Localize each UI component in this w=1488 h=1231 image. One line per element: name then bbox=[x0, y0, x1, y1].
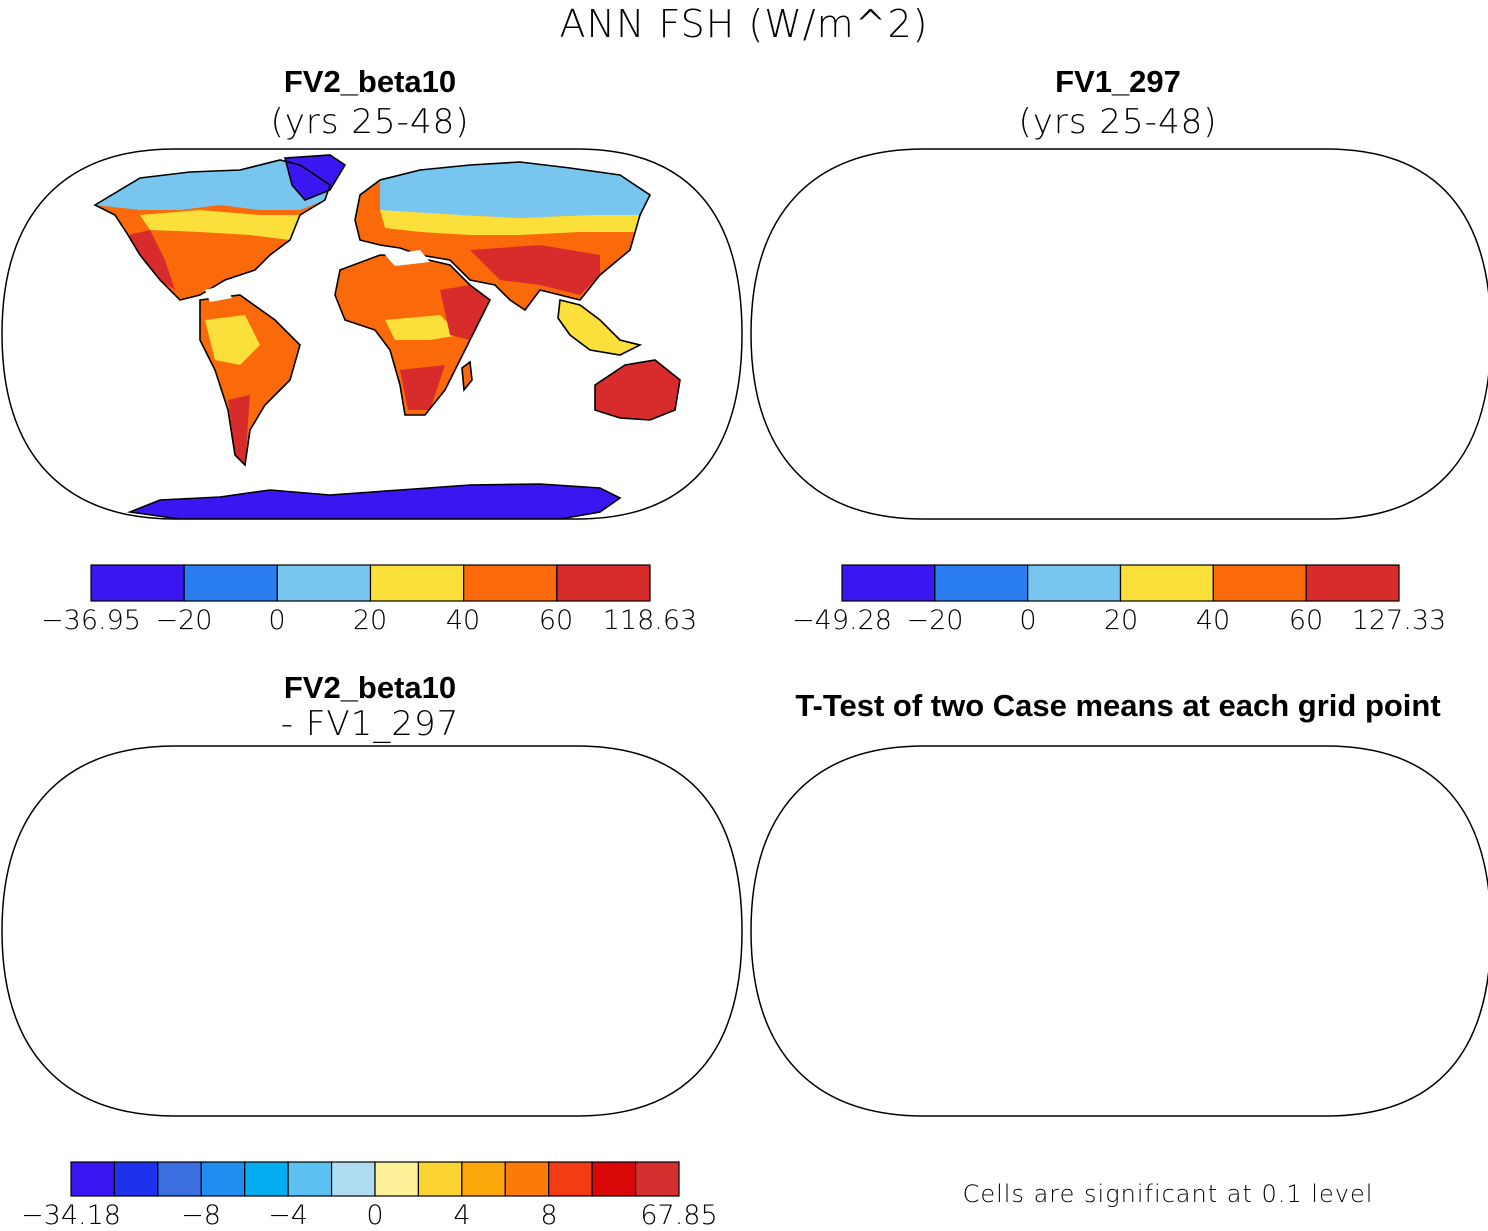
panel2-colorbar-swatch bbox=[1027, 564, 1122, 602]
significance-note: Cells are significant at 0.1 level bbox=[962, 1180, 1374, 1208]
panel3-colorbar-swatch bbox=[330, 1161, 376, 1197]
panel2-colorbar-tick-label: 40 bbox=[1195, 605, 1231, 636]
panel2-colorbar-swatch bbox=[1212, 564, 1307, 602]
panel2-colorbar bbox=[841, 564, 1400, 602]
panel4-title: T-Test of two Case means at each grid po… bbox=[795, 688, 1441, 723]
panel3-colorbar-swatch bbox=[200, 1161, 246, 1197]
panel3-colorbar-swatch bbox=[70, 1161, 116, 1197]
panel3-colorbar-tick-label: 4 bbox=[453, 1200, 471, 1231]
panel1-colorbar-swatch bbox=[276, 564, 372, 602]
figure-title: ANN FSH (W/m^2) bbox=[559, 2, 929, 46]
panel3-colorbar-swatch bbox=[591, 1161, 637, 1197]
panel3-colorbar-tick-label: 8 bbox=[540, 1200, 558, 1231]
panel1-map bbox=[2, 149, 742, 519]
panel1-title: FV2_beta10 bbox=[283, 64, 457, 99]
panel1-colorbar-swatch bbox=[463, 564, 558, 602]
panel2-colorbar-swatch bbox=[1305, 564, 1400, 602]
panel2-colorbar-tick-label: 127.33 bbox=[1351, 605, 1447, 636]
panel2-colorbar-swatch bbox=[841, 564, 936, 602]
panel2-colorbar-tick-label: 0 bbox=[1019, 605, 1037, 636]
panel3-colorbar-swatch bbox=[374, 1161, 420, 1197]
panel1-colorbar-tick-label: 60 bbox=[538, 605, 574, 636]
panel1-colorbar-tick-label: 0 bbox=[268, 605, 286, 636]
panel2-map bbox=[844, 155, 1429, 519]
panel3-colorbar-swatch bbox=[417, 1161, 463, 1197]
panel1-colorbar-tick-label: 20 bbox=[352, 605, 388, 636]
panel1-colorbar bbox=[90, 564, 651, 602]
panel1-colorbar-tick-label: −36.95 bbox=[41, 605, 141, 636]
panel2-frame bbox=[750, 148, 1488, 520]
panel3-colorbar-swatch bbox=[113, 1161, 159, 1197]
panel2-colorbar-swatch bbox=[1119, 564, 1214, 602]
panel3-colorbar-swatch bbox=[461, 1161, 506, 1197]
panel1-frame bbox=[1, 148, 743, 520]
panel3-colorbar bbox=[70, 1161, 680, 1197]
panel3-map bbox=[95, 752, 680, 1116]
panel3-colorbar-swatch bbox=[548, 1161, 593, 1197]
panel3-colorbar-tick-label: −4 bbox=[268, 1200, 308, 1231]
panel2-colorbar-tick-label: 20 bbox=[1103, 605, 1139, 636]
panel3-colorbar-tick-label: 0 bbox=[366, 1200, 384, 1231]
panel4-map bbox=[844, 752, 1429, 1116]
panel2-colorbar-swatch bbox=[934, 564, 1029, 602]
panel3-frame bbox=[1, 745, 743, 1117]
panel3-colorbar-swatch bbox=[244, 1161, 289, 1197]
panel3-colorbar-swatch bbox=[157, 1161, 202, 1197]
panel1-colorbar-tick-label: 118.63 bbox=[602, 605, 698, 636]
panel2-colorbar-tick-label: 60 bbox=[1288, 605, 1324, 636]
panel4-frame bbox=[750, 745, 1488, 1117]
panel1-colorbar-swatch bbox=[556, 564, 651, 602]
panel3-colorbar-tick-label: 67.85 bbox=[640, 1200, 718, 1231]
panel1-colorbar-tick-label: 40 bbox=[445, 605, 481, 636]
panel3-subtitle: - FV1_297 bbox=[280, 704, 460, 744]
panel2-colorbar-tick-label: −20 bbox=[906, 605, 964, 636]
panel3-colorbar-tick-label: −8 bbox=[181, 1200, 221, 1231]
panel1-colorbar-swatch bbox=[183, 564, 278, 602]
panel2-title: FV1_297 bbox=[1055, 64, 1181, 99]
panel3-colorbar-swatch bbox=[287, 1161, 333, 1197]
panel3-title: FV2_beta10 bbox=[283, 670, 457, 705]
panel1-colorbar-tick-label: −20 bbox=[155, 605, 213, 636]
panel1-colorbar-swatch bbox=[90, 564, 185, 602]
panel2-subtitle: (yrs 25-48) bbox=[1018, 102, 1218, 142]
panel2-colorbar-tick-label: −49.28 bbox=[792, 605, 892, 636]
panel1-colorbar-swatch bbox=[369, 564, 465, 602]
panel3-colorbar-swatch bbox=[504, 1161, 550, 1197]
panel1-subtitle: (yrs 25-48) bbox=[270, 102, 470, 142]
panel3-colorbar-swatch bbox=[634, 1161, 680, 1197]
panel3-colorbar-tick-label: −34.18 bbox=[21, 1200, 121, 1231]
